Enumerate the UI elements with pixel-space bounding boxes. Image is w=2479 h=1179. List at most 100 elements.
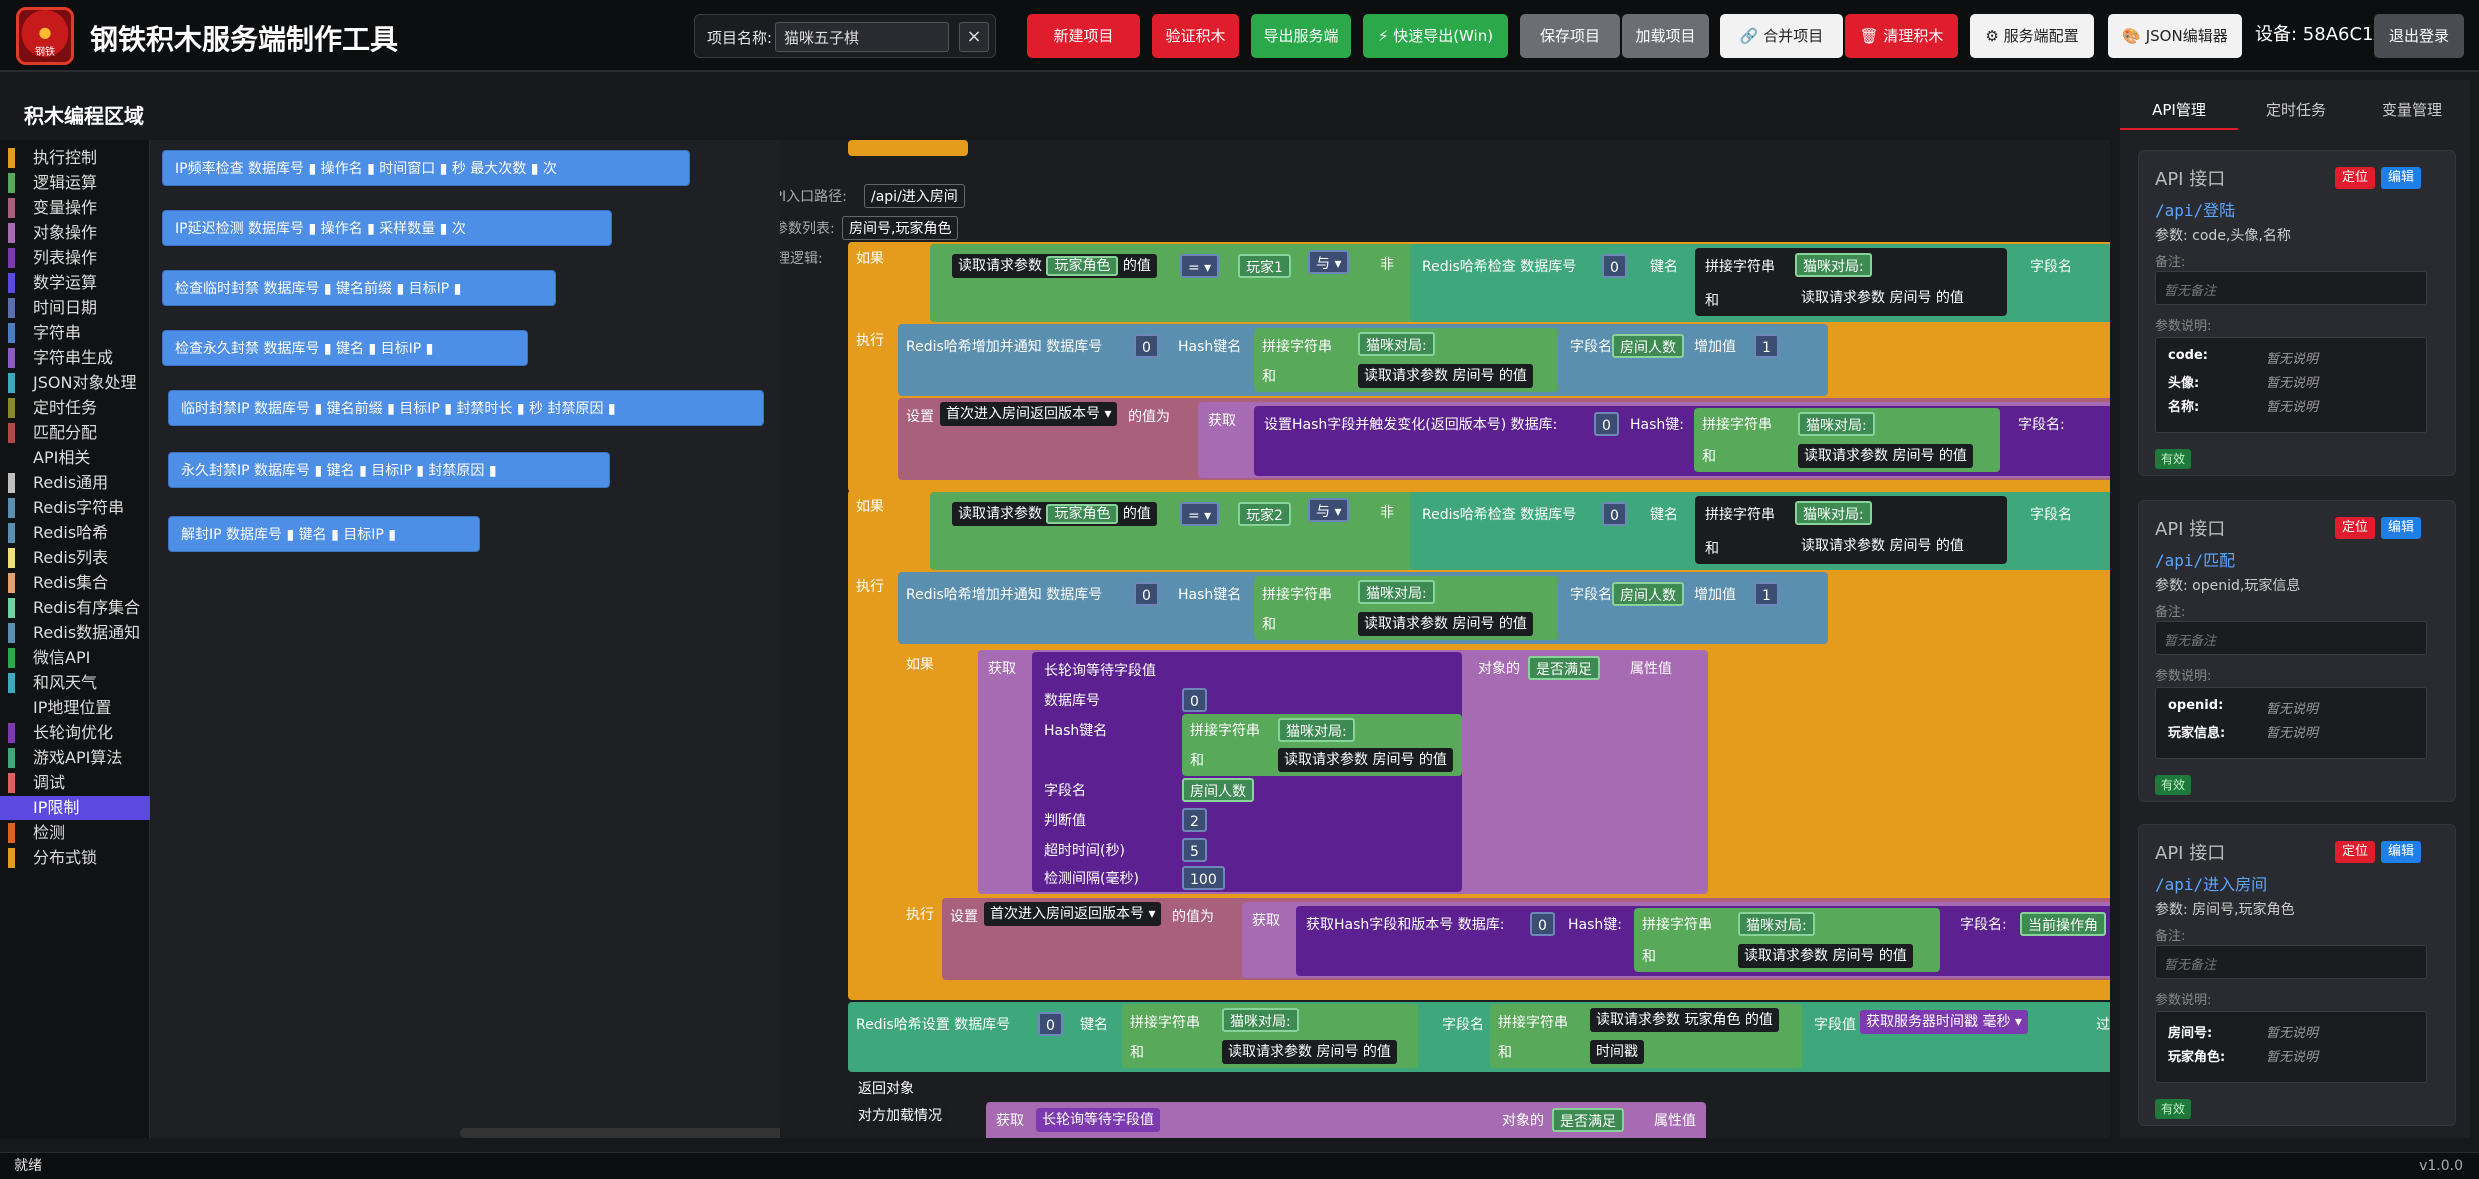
- room-count-text[interactable]: 房间人数: [1182, 778, 1254, 802]
- validate-blocks-button[interactable]: 验证积木: [1152, 14, 1239, 58]
- get-room-param[interactable]: 读取请求参数 房间号 的值: [1358, 612, 1533, 636]
- var-dropdown[interactable]: 首次进入房间返回版本号 ▾: [940, 402, 1118, 426]
- judge-value[interactable]: 2: [1182, 808, 1207, 832]
- concat-block[interactable]: 拼接字符串 猫咪对局: 和 读取请求参数 房间号 的值: [1254, 576, 1558, 640]
- eq-operator[interactable]: = ▾: [1180, 502, 1220, 526]
- prefix-text[interactable]: 猫咪对局:: [1798, 412, 1875, 436]
- category-item[interactable]: 长轮询优化: [0, 721, 150, 745]
- get-room-param[interactable]: 读取请求参数 房间号 的值: [1358, 364, 1533, 388]
- eq-operator[interactable]: = ▾: [1180, 254, 1220, 278]
- category-item[interactable]: 分布式锁: [0, 846, 150, 870]
- obj-attr-block-bottom[interactable]: 获取 长轮询等待字段值 对象的 是否满足 属性值: [986, 1102, 1706, 1138]
- timestamp-block[interactable]: 时间戳: [1590, 1040, 1644, 1064]
- set-hash-notify-block[interactable]: 设置Hash字段并触发变化(返回版本号) 数据库: 0 Hash键: 拼接字符串…: [1254, 406, 2110, 476]
- category-item[interactable]: 时间日期: [0, 296, 150, 320]
- get-room-param[interactable]: 读取请求参数 房间号 的值: [1278, 748, 1453, 772]
- project-name-input[interactable]: 猫咪五子棋: [775, 22, 949, 52]
- save-project-button[interactable]: 保存项目: [1520, 14, 1620, 58]
- room-count-text[interactable]: 房间人数: [1612, 582, 1684, 606]
- prefix-text[interactable]: 猫咪对局:: [1358, 332, 1435, 356]
- category-item[interactable]: 对象操作: [0, 221, 150, 245]
- incr-value[interactable]: 1: [1754, 334, 1779, 358]
- get-hash-ver-block[interactable]: 获取Hash字段和版本号 数据库: 0 Hash键: 拼接字符串 猫咪对局: 和…: [1296, 906, 2110, 976]
- db-number[interactable]: 0: [1182, 688, 1207, 712]
- category-item[interactable]: 字符串: [0, 321, 150, 345]
- prefix-text[interactable]: 猫咪对局:: [1738, 912, 1815, 936]
- export-server-button[interactable]: 导出服务端: [1251, 14, 1351, 58]
- tab-scheduled-tasks[interactable]: 定时任务: [2265, 101, 2326, 119]
- quick-export-button[interactable]: ⚡ 快速导出(Win): [1363, 14, 1508, 58]
- remark-input[interactable]: 暂无备注: [2155, 945, 2427, 979]
- param-list-field[interactable]: 房间号,玩家角色: [842, 216, 959, 240]
- category-item[interactable]: 微信API: [0, 646, 150, 670]
- temp-ban-ip-block[interactable]: 临时封禁IP 数据库号 ▮ 键名前缀 ▮ 目标IP ▮ 封禁时长 ▮ 秒 封禁原…: [168, 390, 764, 426]
- check-perm-ban-block[interactable]: 检查永久封禁 数据库号 ▮ 键名 ▮ 目标IP ▮: [162, 330, 528, 366]
- timeout-value[interactable]: 5: [1182, 838, 1207, 862]
- category-item[interactable]: Redis字符串: [0, 496, 150, 520]
- db-number[interactable]: 0: [1602, 254, 1627, 278]
- if-block-1[interactable]: 如果 执行 读取请求参数 玩家角色 的值 = ▾ 玩家1 与 ▾ 非 Redis…: [848, 242, 2110, 492]
- category-item[interactable]: 和风天气: [0, 671, 150, 695]
- category-item[interactable]: Redis数据通知: [0, 621, 150, 645]
- satisfied-text[interactable]: 是否满足: [1528, 656, 1600, 680]
- logic-and-block[interactable]: 读取请求参数 玩家角色 的值 = ▾ 玩家2 与 ▾ 非 Redis哈希检查 数…: [930, 492, 2110, 570]
- get-room-param[interactable]: 读取请求参数 房间号 的值: [1738, 944, 1913, 968]
- edit-button[interactable]: 编辑: [2381, 517, 2421, 539]
- prefix-text[interactable]: 猫咪对局:: [1358, 580, 1435, 604]
- category-item[interactable]: 检测: [0, 821, 150, 845]
- get-room-param[interactable]: 读取请求参数 房间号 的值: [1798, 444, 1973, 468]
- redis-hash-set-block[interactable]: Redis哈希设置 数据库号 0 键名 拼接字符串 猫咪对局: 和 读取请求参数…: [848, 1002, 2110, 1072]
- category-item[interactable]: 逻辑运算: [0, 171, 150, 195]
- logout-button[interactable]: 退出登录: [2374, 14, 2464, 58]
- category-item[interactable]: 数学运算: [0, 271, 150, 295]
- interval-value[interactable]: 100: [1182, 866, 1225, 890]
- ip-rate-check-block[interactable]: IP频率检查 数据库号 ▮ 操作名 ▮ 时间窗口 ▮ 秒 最大次数 ▮ 次: [162, 150, 690, 186]
- load-project-button[interactable]: 加载项目: [1622, 14, 1709, 58]
- check-temp-ban-block[interactable]: 检查临时封禁 数据库号 ▮ 键名前缀 ▮ 目标IP ▮: [162, 270, 556, 306]
- category-item[interactable]: 定时任务: [0, 396, 150, 420]
- hash-incr-block[interactable]: Redis哈希增加并通知 数据库号 0 Hash键名 拼接字符串 猫咪对局: 和…: [898, 324, 1828, 396]
- get-obj-block[interactable]: 获取 设置Hash字段并触发变化(返回版本号) 数据库: 0 Hash键: 拼接…: [1198, 402, 2110, 478]
- long-poll-block[interactable]: 长轮询等待字段值 数据库号 0 Hash键名 拼接字符串 猫咪对局: 和 读取请…: [1032, 652, 1462, 892]
- remark-input[interactable]: 暂无备注: [2155, 271, 2427, 305]
- category-item[interactable]: 字符串生成: [0, 346, 150, 370]
- server-config-button[interactable]: ⚙ 服务端配置: [1970, 14, 2094, 58]
- category-item[interactable]: Redis有序集合: [0, 596, 150, 620]
- clean-blocks-button[interactable]: 🗑 清理积木: [1845, 14, 1958, 58]
- edit-button[interactable]: 编辑: [2381, 841, 2421, 863]
- nested-if-block[interactable]: 如果 执行 获取 长轮询等待字段值 数据库号 0 Hash键名 拼接字符串 猫咪…: [898, 646, 2110, 986]
- category-item[interactable]: Redis哈希: [0, 521, 150, 545]
- prefix-text[interactable]: 猫咪对局:: [1222, 1008, 1299, 1032]
- json-editor-button[interactable]: 🎨 JSON编辑器: [2108, 14, 2242, 58]
- get-room-param[interactable]: 读取请求参数 房间号 的值: [1795, 286, 1970, 310]
- get-room-param[interactable]: 读取请求参数 房间号 的值: [1222, 1040, 1397, 1064]
- new-project-button[interactable]: 新建项目: [1027, 14, 1140, 58]
- obj-attr-block[interactable]: 获取 长轮询等待字段值 数据库号 0 Hash键名 拼接字符串 猫咪对局: 和 …: [978, 650, 1708, 894]
- category-item[interactable]: IP地理位置: [0, 696, 150, 720]
- long-poll-block[interactable]: 长轮询等待字段值: [1036, 1108, 1160, 1132]
- category-item[interactable]: JSON对象处理: [0, 371, 150, 395]
- locate-button[interactable]: 定位: [2335, 517, 2375, 539]
- logic-and-block[interactable]: 读取请求参数 玩家角色 的值 = ▾ 玩家1 与 ▾ 非 Redis哈希检查 数…: [930, 244, 2110, 322]
- opponent-field[interactable]: 对方加载情况: [852, 1104, 948, 1128]
- get-param-block[interactable]: 读取请求参数 玩家角色 的值: [952, 502, 1157, 526]
- set-var-block-2[interactable]: 设置 首次进入房间返回版本号 ▾ 的值为 获取 获取Hash字段和版本号 数据库…: [942, 898, 2110, 980]
- db-number[interactable]: 0: [1134, 334, 1159, 358]
- api-path-field[interactable]: /api/进入房间: [864, 184, 965, 208]
- remark-input[interactable]: 暂无备注: [2155, 621, 2427, 655]
- db-number[interactable]: 0: [1602, 502, 1627, 526]
- concat-block[interactable]: 拼接字符串 猫咪对局: 和 读取请求参数 房间号 的值: [1634, 908, 1940, 972]
- concat-block[interactable]: 拼接字符串 猫咪对局: 和 读取请求参数 房间号 的值: [1182, 714, 1462, 776]
- edit-button[interactable]: 编辑: [2381, 167, 2421, 189]
- category-item[interactable]: Redis列表: [0, 546, 150, 570]
- prefix-text[interactable]: 猫咪对局:: [1795, 253, 1872, 277]
- cur-op-text[interactable]: 当前操作角: [2020, 912, 2106, 936]
- if-block-2[interactable]: 如果 执行 读取请求参数 玩家角色 的值 = ▾ 玩家2 与 ▾ 非 Redis…: [848, 490, 2110, 1000]
- player2-text[interactable]: 玩家2: [1238, 502, 1291, 526]
- tab-variable-management[interactable]: 变量管理: [2381, 101, 2442, 119]
- db-number[interactable]: 0: [1530, 912, 1555, 936]
- category-item[interactable]: 列表操作: [0, 246, 150, 270]
- concat-block[interactable]: 拼接字符串 猫咪对局: 和 读取请求参数 房间号 的值: [1695, 248, 2007, 316]
- merge-project-button[interactable]: 🔗 合并项目: [1720, 14, 1843, 58]
- player1-text[interactable]: 玩家1: [1238, 254, 1291, 278]
